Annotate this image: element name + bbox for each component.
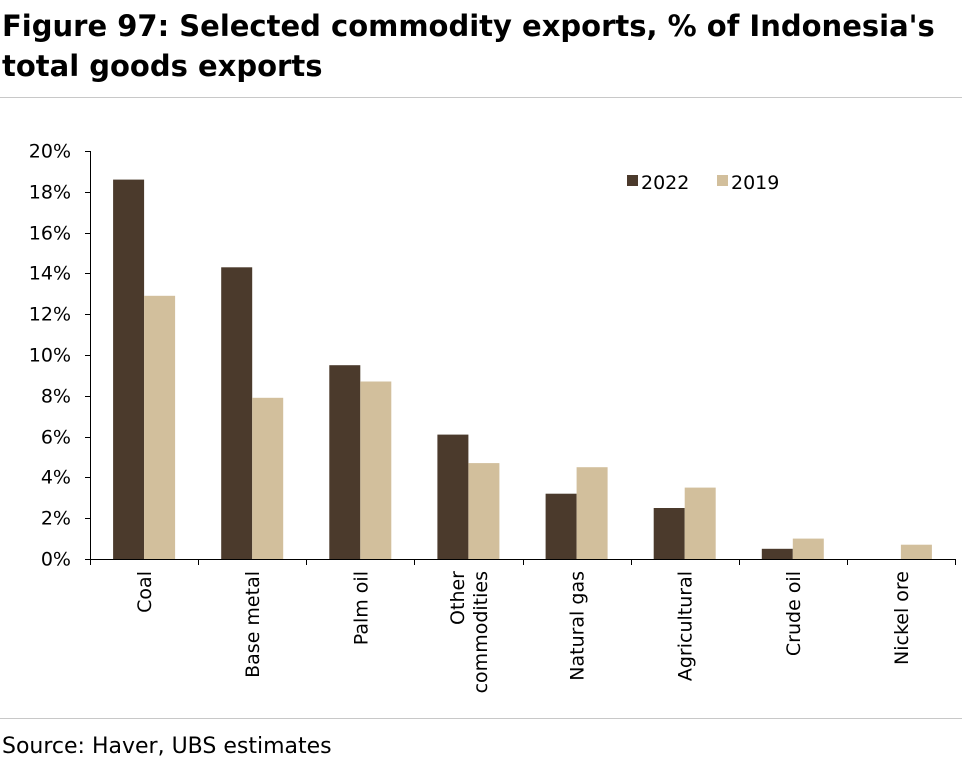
legend-swatch-2019 <box>717 175 728 186</box>
source-divider <box>0 718 962 719</box>
x-tick-label: Nickel ore <box>891 571 913 665</box>
chart-title: Figure 97: Selected commodity exports, %… <box>2 9 935 83</box>
legend-swatch-2022 <box>627 175 638 186</box>
legend-label-2019: 2019 <box>731 172 779 194</box>
legend-label-2022: 2022 <box>641 172 689 194</box>
y-tick-label: 0% <box>41 549 71 571</box>
bar-2019 <box>900 544 932 559</box>
y-tick-label: 4% <box>41 467 71 489</box>
bar-2022 <box>221 267 253 559</box>
y-tick-label: 20% <box>29 141 71 163</box>
y-tick-label: 16% <box>29 223 71 245</box>
source-note: Source: Haver, UBS estimates <box>2 734 332 759</box>
bar-2022 <box>653 508 685 559</box>
bar-2022 <box>113 179 145 559</box>
x-tick-label: Crude oil <box>783 571 805 656</box>
y-tick-label: 6% <box>41 427 71 449</box>
bar-2022 <box>329 365 361 559</box>
x-tick-label: Palm oil <box>350 571 372 645</box>
y-tick-label: 12% <box>29 304 71 326</box>
bar-2019 <box>576 467 608 559</box>
x-tick-label: Other <box>447 571 469 625</box>
y-tick-label: 18% <box>29 182 71 204</box>
x-tick-label: Natural gas <box>567 571 589 681</box>
bar-2019 <box>792 538 824 559</box>
y-tick-label: 2% <box>41 508 71 530</box>
bar-2019 <box>468 463 500 559</box>
bar-2019 <box>360 381 392 559</box>
bar-2022 <box>761 548 793 559</box>
x-tick-label: Coal <box>134 571 156 613</box>
title-divider <box>0 97 962 98</box>
y-tick-label: 14% <box>29 263 71 285</box>
x-tick-label: commodities <box>470 571 492 693</box>
x-tick-label: Agricultural <box>675 571 697 681</box>
bar-2022 <box>437 434 469 559</box>
bar-2022 <box>545 493 577 559</box>
y-tick-label: 10% <box>29 345 71 367</box>
x-tick-label: Base metal <box>242 571 264 678</box>
y-tick-label: 8% <box>41 386 71 408</box>
bar-2019 <box>684 487 716 559</box>
bar-2019 <box>252 397 284 559</box>
bar-2019 <box>144 295 176 559</box>
